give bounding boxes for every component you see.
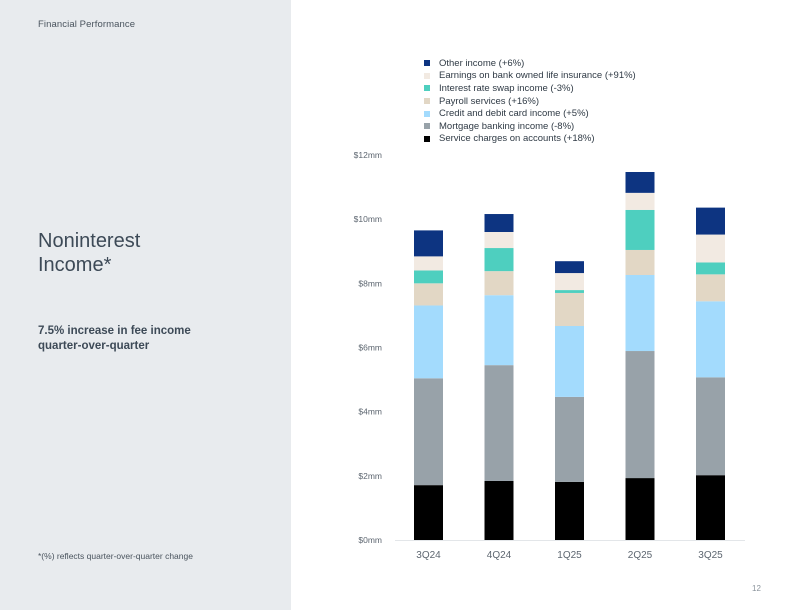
bar-segment <box>484 214 514 232</box>
legend-item: Earnings on bank owned life insurance (+… <box>424 70 636 83</box>
bar-segment <box>625 478 655 540</box>
slide-title-line-1: Noninterest <box>38 230 141 252</box>
y-tick-label: $4mm <box>358 407 382 417</box>
legend-swatch <box>424 135 430 142</box>
bar-segment <box>484 365 514 481</box>
bar-segment <box>555 481 584 540</box>
bar-segment <box>484 271 514 296</box>
legend-label: Mortgage banking income (-8%) <box>439 120 575 132</box>
bar-segment <box>414 378 443 486</box>
bar-segment <box>414 270 443 284</box>
x-tick-label: 2Q25 <box>628 550 653 561</box>
legend-swatch <box>424 110 430 117</box>
legend-swatch <box>424 85 430 92</box>
bar-segment <box>484 248 514 272</box>
bar-segment <box>625 274 655 352</box>
bar-segment <box>625 172 655 193</box>
slide-title-line-2: Income* <box>38 254 112 276</box>
chart-legend: Other income (+6%) Earnings on bank owned… <box>424 57 636 145</box>
x-tick-label: 1Q25 <box>557 550 582 561</box>
bar-segment <box>414 230 443 257</box>
x-tick-label: 3Q25 <box>698 550 723 561</box>
legend-label: Earnings on bank owned life insurance (+… <box>439 70 636 82</box>
bar-segment <box>484 480 514 540</box>
bar-segment <box>696 234 725 263</box>
bar-segment <box>555 290 584 293</box>
bar-segment <box>625 209 655 250</box>
legend-swatch <box>424 98 430 105</box>
bar-segment <box>555 273 584 291</box>
bar-segment <box>414 305 443 379</box>
x-tick-label: 3Q24 <box>416 550 441 561</box>
section-label: Financial Performance <box>38 19 136 30</box>
key-takeaway: 7.5% increase in fee income quarter-over… <box>38 324 191 354</box>
bar-segment <box>555 396 584 482</box>
legend-label: Interest rate swap income (-3%) <box>439 82 574 94</box>
bar-segment <box>555 292 584 327</box>
y-tick-label: $2mm <box>358 471 382 481</box>
key-takeaway-line-1: 7.5% increase in fee income <box>38 325 191 337</box>
bar-segment <box>625 192 655 210</box>
bar-segment <box>555 261 584 274</box>
bar-segment <box>555 326 584 397</box>
y-tick-label: $8mm <box>358 278 382 288</box>
legend-label: Payroll services (+16%) <box>439 95 540 107</box>
bar-segment <box>625 351 655 479</box>
bar-segment <box>484 232 514 249</box>
bar-segment <box>696 262 725 275</box>
y-tick-label: $6mm <box>358 343 382 353</box>
x-tick-label: 4Q24 <box>487 550 512 561</box>
bar-segment <box>696 475 725 540</box>
legend-label: Credit and debit card income (+5%) <box>439 108 589 120</box>
legend-item: Service charges on accounts (+18%) <box>424 133 636 146</box>
bar-segment <box>696 207 725 235</box>
y-tick-label: $0mm <box>358 535 382 545</box>
y-tick-label: $10mm <box>354 214 382 224</box>
legend-swatch <box>424 72 430 79</box>
slide-title: Noninterest Income* <box>38 229 140 277</box>
legend-item: Other income (+6%) <box>424 57 636 70</box>
bar-segment <box>625 249 655 275</box>
legend-label: Service charges on accounts (+18%) <box>439 133 595 145</box>
footnote: *(%) reflects quarter-over-quarter chang… <box>38 551 193 561</box>
page-number: 12 <box>752 584 761 593</box>
legend-item: Interest rate swap income (-3%) <box>424 82 636 95</box>
legend-item: Mortgage banking income (-8%) <box>424 120 636 133</box>
bar-segment <box>414 283 443 306</box>
bar-segment <box>696 274 725 302</box>
legend-label: Other income (+6%) <box>439 57 525 69</box>
legend-swatch <box>424 123 430 130</box>
key-takeaway-line-2: quarter-over-quarter <box>38 340 150 352</box>
legend-item: Credit and debit card income (+5%) <box>424 107 636 120</box>
y-tick-label: $12mm <box>354 150 382 160</box>
left-panel: Financial Performance Noninterest Income… <box>0 0 291 610</box>
bar-segment <box>696 377 725 476</box>
legend-swatch <box>424 60 430 67</box>
bar-segment <box>414 485 443 540</box>
bar-segment <box>414 256 443 271</box>
legend-item: Payroll services (+16%) <box>424 95 636 108</box>
bar-segment <box>696 301 725 378</box>
bar-segment <box>484 295 514 366</box>
